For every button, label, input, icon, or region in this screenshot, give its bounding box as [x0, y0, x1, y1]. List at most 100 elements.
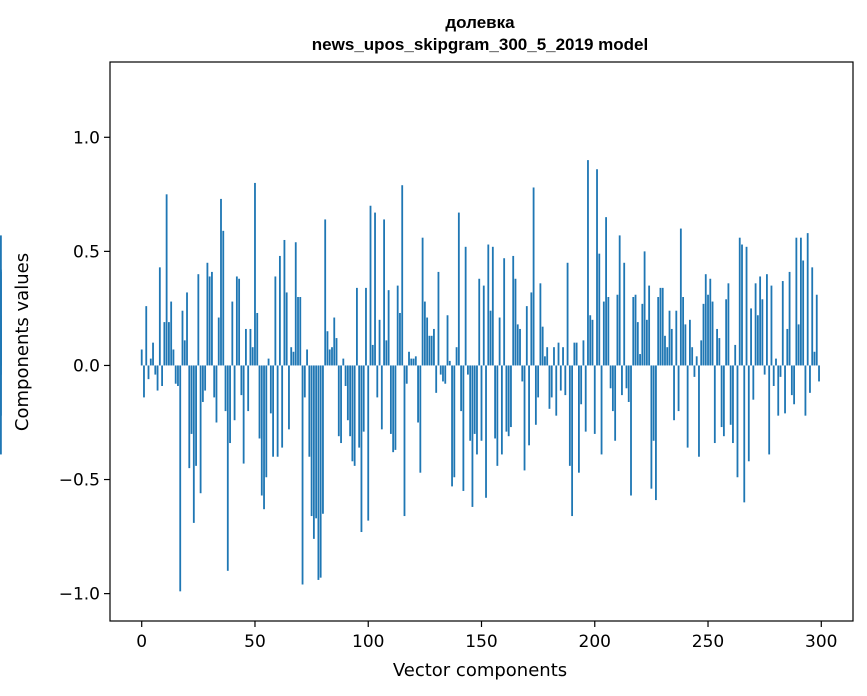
bar-139	[455, 347, 458, 366]
bar-251	[709, 278, 712, 366]
x-tick-label: 0	[136, 632, 147, 652]
bar-260	[729, 365, 732, 425]
bar-43	[238, 278, 241, 366]
bar-138	[453, 365, 456, 478]
bar-10	[163, 322, 166, 366]
bar-145	[469, 365, 472, 441]
bar-196	[584, 365, 587, 432]
bar-194	[580, 365, 583, 405]
bar-72	[303, 365, 306, 398]
bar-284	[784, 365, 786, 414]
bar-252	[711, 301, 714, 366]
bar-57	[269, 365, 272, 414]
bar-14	[172, 349, 175, 366]
bar-215	[627, 365, 630, 402]
bar-143	[464, 246, 467, 366]
bar-34	[217, 317, 220, 366]
bar-244	[693, 365, 696, 377]
bar-81	[324, 219, 327, 366]
bar-150	[480, 365, 483, 441]
bar-78	[317, 365, 320, 580]
bar-7	[156, 365, 159, 391]
bar-180	[548, 365, 551, 409]
bar-102	[371, 344, 374, 366]
bar-173	[532, 187, 535, 366]
bar-176	[539, 283, 542, 366]
x-tick-label: 300	[805, 632, 837, 652]
bar-282	[779, 365, 782, 377]
bar-47	[247, 365, 250, 412]
bar-230	[661, 287, 664, 366]
bar-224	[648, 285, 651, 366]
x-axis-ticks: 0 50 100 150 200 250 300	[136, 621, 838, 652]
bar-18	[181, 310, 184, 366]
bar-35	[220, 198, 222, 366]
bar-73	[306, 349, 308, 366]
bar-159	[500, 365, 503, 455]
bar-99	[365, 287, 367, 366]
bar-292	[802, 260, 805, 366]
bar-60	[276, 365, 279, 457]
bar-152	[485, 365, 487, 498]
bar-237	[677, 365, 680, 412]
bar-12	[167, 322, 170, 366]
bar-177	[541, 326, 544, 366]
bar-114	[399, 312, 401, 366]
bar-117	[405, 365, 408, 384]
y-tick-label: 0.5	[73, 242, 100, 262]
bar-168	[521, 365, 524, 382]
y-tick-label: −0.5	[59, 471, 100, 491]
bar-136	[448, 360, 451, 366]
bar-205	[605, 217, 607, 366]
x-tick-label: 100	[352, 632, 384, 652]
bar-170	[525, 306, 528, 366]
bar-6	[154, 365, 157, 375]
bar-236	[675, 310, 678, 366]
bar-270	[752, 365, 755, 400]
bar-286	[788, 271, 791, 366]
bar-112	[394, 365, 397, 450]
bar-20	[186, 292, 188, 366]
bar-131	[437, 271, 440, 366]
bar-undefined	[0, 365, 2, 416]
bar-222	[643, 251, 646, 366]
bar-2	[145, 306, 148, 366]
bar-206	[607, 297, 610, 366]
bar-50	[254, 182, 256, 366]
bar-85	[333, 317, 336, 366]
bar-262	[734, 344, 737, 366]
bar-33	[215, 365, 218, 423]
bar-48	[249, 328, 252, 366]
bar-55	[265, 365, 268, 478]
bar-287	[790, 365, 793, 396]
bar-258	[725, 299, 728, 366]
bar-39	[229, 365, 231, 444]
bar-141	[460, 365, 463, 412]
bar-178	[544, 356, 546, 366]
bar-147	[473, 365, 476, 434]
y-axis-ticks: −1.0 −0.5 0.0 0.5 1.0	[59, 128, 110, 605]
bar-219	[636, 322, 639, 366]
y-tick-label: 0.0	[73, 356, 100, 376]
bar-298	[815, 294, 818, 366]
bar-233	[668, 310, 671, 366]
bar-125	[423, 301, 426, 366]
bar-279	[772, 365, 775, 386]
bar-86	[335, 338, 338, 366]
bar-191	[573, 342, 576, 366]
bar-274	[761, 299, 764, 366]
bar-164	[512, 255, 515, 366]
bar-269	[750, 308, 752, 366]
bar-276	[766, 274, 768, 366]
x-tick-label: 200	[579, 632, 611, 652]
bar-8	[158, 267, 161, 366]
bar-36	[222, 230, 225, 366]
bar-293	[804, 365, 807, 416]
bar-240	[684, 324, 687, 366]
bar-151	[482, 285, 485, 366]
bar-69	[297, 297, 299, 366]
bar-253	[713, 365, 716, 444]
bar-110	[389, 365, 392, 434]
bar-46	[245, 328, 247, 366]
